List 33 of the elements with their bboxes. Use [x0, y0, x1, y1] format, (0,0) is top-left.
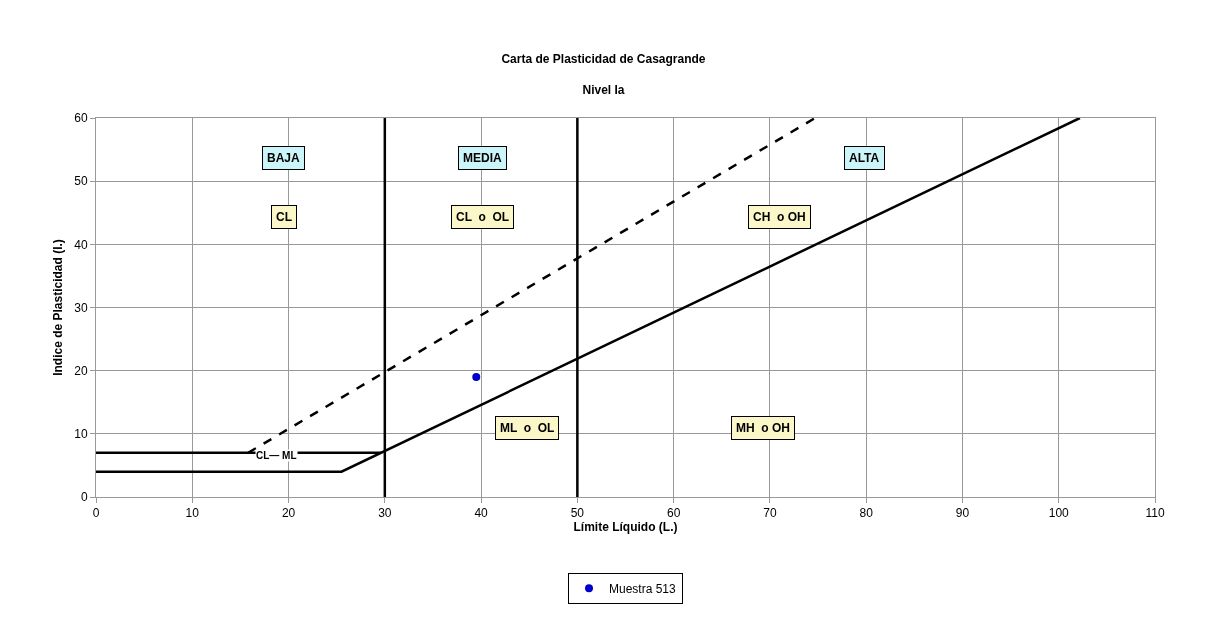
- y-tick-label: 10: [74, 427, 88, 442]
- x-tick-label: 10: [185, 506, 200, 521]
- x-tick-label: 100: [1048, 506, 1070, 521]
- annotation: CL: [276, 210, 292, 224]
- annotation: CL— ML: [256, 450, 297, 461]
- x-tick-label: 70: [763, 506, 777, 521]
- y-tick-label: 0: [80, 490, 88, 505]
- legend-label: Muestra 513: [609, 581, 677, 596]
- y-tick-label: 40: [74, 237, 88, 252]
- x-tick-label: 80: [859, 506, 874, 521]
- chart-title: Carta de Plasticidad de Casagrande: [501, 51, 706, 66]
- chart-subtitle: Nivel Ia: [582, 82, 625, 97]
- y-tick-label: 30: [74, 300, 88, 315]
- x-tick-label: 60: [666, 506, 681, 521]
- y-tick-label: 20: [74, 363, 88, 378]
- annotation: CL o OL: [456, 210, 510, 224]
- annotation: MEDIA: [463, 151, 502, 165]
- x-tick-label: 110: [1145, 506, 1165, 521]
- x-tick-label: 90: [955, 506, 970, 521]
- annotation: ALTA: [849, 151, 880, 165]
- annotation: BAJA: [267, 151, 301, 165]
- x-tick-label: 30: [378, 506, 392, 521]
- y-tick-label: 50: [74, 174, 88, 189]
- x-tick-label: 0: [92, 506, 100, 521]
- x-tick-label: 50: [570, 506, 585, 521]
- x-tick-label: 20: [281, 506, 296, 521]
- annotation: ML o OL: [500, 421, 555, 435]
- x-tick-label: 40: [474, 506, 489, 521]
- x-axis-title: Límite Líquido (L.): [573, 520, 678, 535]
- y-axis-title: Indice de Plasticidad (I.): [51, 239, 65, 376]
- annotation: MH o OH: [736, 421, 790, 435]
- y-tick-label: 60: [74, 111, 88, 126]
- annotation: CH o OH: [753, 210, 806, 224]
